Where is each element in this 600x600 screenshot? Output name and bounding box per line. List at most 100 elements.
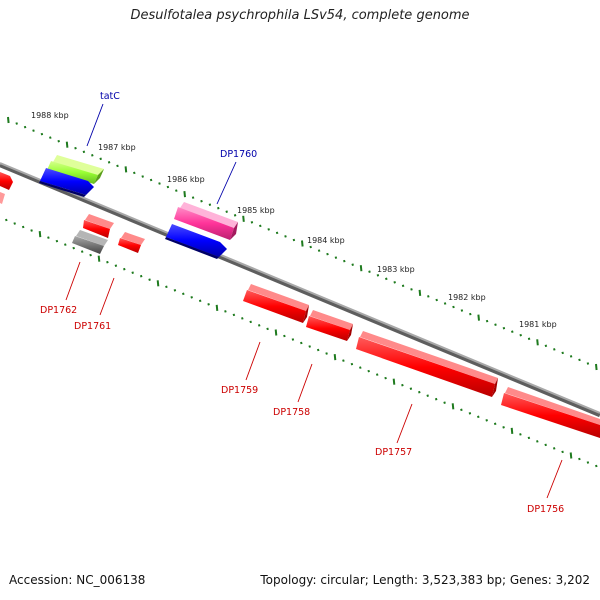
major-tick: [215, 304, 219, 311]
gene-DP1762-gray[interactable]: [72, 230, 108, 254]
minor-tick: [74, 146, 77, 150]
major-tick: [418, 289, 422, 296]
minor-tick: [316, 348, 320, 352]
gene-DP1760-blue-arrow[interactable]: [165, 224, 227, 259]
minor-tick: [232, 313, 236, 317]
gene-left-edge-red[interactable]: [0, 172, 13, 204]
minor-tick: [47, 236, 50, 239]
major-tick: [7, 116, 10, 124]
gene-label-DP1756[interactable]: DP1756: [527, 504, 564, 515]
minor-tick: [198, 299, 202, 303]
scale-label-1984: 1984 kbp: [307, 236, 345, 245]
minor-tick: [410, 288, 413, 291]
major-tick: [569, 452, 573, 459]
minor-tick: [578, 457, 581, 461]
minor-tick: [55, 239, 59, 243]
leader-line-DP1759: [245, 341, 261, 381]
footer-topology: Topology: circular; Length: 3,523,383 bp…: [260, 573, 590, 587]
scale-label-1983: 1983 kbp: [377, 265, 415, 274]
genome-backbone-shadow: [0, 162, 600, 418]
minor-tick: [494, 323, 497, 326]
major-tick: [595, 363, 598, 371]
minor-tick: [409, 387, 413, 390]
minor-tick: [158, 182, 161, 185]
tick-row-lower: [5, 218, 598, 468]
gene-label-DP1761[interactable]: DP1761: [74, 321, 111, 332]
minor-tick: [292, 238, 296, 242]
minor-tick: [493, 422, 497, 426]
gene-label-tatC[interactable]: tatC: [100, 91, 120, 102]
minor-tick: [15, 122, 18, 125]
minor-tick: [141, 175, 144, 178]
gene-tatC-blue-arrow[interactable]: [39, 168, 94, 197]
minor-tick: [217, 206, 220, 210]
minor-tick: [452, 305, 455, 309]
gene-label-DP1762[interactable]: DP1762: [40, 305, 77, 316]
minor-tick: [443, 302, 447, 305]
minor-tick: [190, 296, 193, 299]
minor-tick: [376, 274, 380, 277]
minor-tick: [552, 447, 556, 450]
minor-tick: [13, 222, 16, 225]
minor-tick: [32, 129, 35, 132]
minor-tick: [368, 270, 371, 273]
minor-tick: [350, 362, 354, 366]
minor-tick: [5, 218, 8, 222]
minor-tick: [326, 252, 329, 256]
minor-tick: [250, 221, 254, 224]
scale-label-1985: 1985 kbp: [237, 206, 275, 215]
minor-tick: [91, 154, 94, 157]
minor-tick: [485, 419, 488, 422]
leader-line-DP1762: [65, 261, 81, 301]
gene-DP1761-red[interactable]: [118, 232, 145, 253]
minor-tick: [351, 263, 354, 266]
minor-tick: [116, 164, 119, 168]
minor-tick: [553, 348, 556, 351]
gene-DP1758-red[interactable]: [306, 310, 353, 341]
scale-label-1986: 1986 kbp: [167, 175, 205, 184]
minor-tick: [57, 139, 60, 143]
minor-tick: [114, 264, 118, 267]
gene-label-DP1758[interactable]: DP1758: [273, 407, 310, 418]
minor-tick: [502, 426, 505, 429]
minor-tick: [284, 235, 287, 238]
minor-tick: [241, 317, 244, 320]
gene-DP1759-red[interactable]: [243, 284, 309, 323]
minor-tick: [401, 383, 404, 387]
gene-tatC-lime[interactable]: [47, 155, 104, 184]
gene-DP1757-red[interactable]: [356, 331, 498, 397]
minor-tick: [175, 189, 178, 192]
minor-tick: [259, 224, 262, 228]
major-tick: [451, 403, 455, 410]
minor-tick: [367, 369, 370, 373]
minor-tick: [426, 394, 429, 397]
major-tick: [392, 378, 396, 385]
leader-line-DP1758: [297, 363, 313, 403]
minor-tick: [207, 303, 210, 306]
minor-tick: [468, 412, 472, 415]
minor-tick: [309, 245, 312, 249]
minor-tick: [427, 295, 430, 298]
minor-tick: [569, 355, 573, 358]
gene-label-DP1759[interactable]: DP1759: [221, 385, 258, 396]
minor-tick: [317, 249, 321, 252]
minor-tick: [233, 214, 237, 217]
minor-tick: [418, 390, 421, 394]
gene-label-DP1757[interactable]: DP1757: [375, 447, 412, 458]
minor-tick: [173, 289, 177, 292]
gene-label-DP1760[interactable]: DP1760: [220, 149, 257, 160]
minor-tick: [106, 260, 109, 264]
minor-tick: [64, 243, 67, 246]
minor-tick: [359, 366, 362, 369]
gene-DP1756-red[interactable]: [501, 387, 600, 438]
leader-line-DP1761: [99, 277, 115, 316]
gene-DP1762-red[interactable]: [83, 214, 114, 238]
major-tick: [97, 255, 101, 262]
minor-tick: [384, 376, 387, 380]
leader-line-DP1760: [216, 161, 237, 205]
gene-DP1760-pink[interactable]: [174, 202, 238, 240]
minor-tick: [257, 324, 261, 327]
minor-tick: [325, 352, 328, 355]
minor-tick: [586, 362, 590, 365]
minor-tick: [200, 199, 203, 203]
